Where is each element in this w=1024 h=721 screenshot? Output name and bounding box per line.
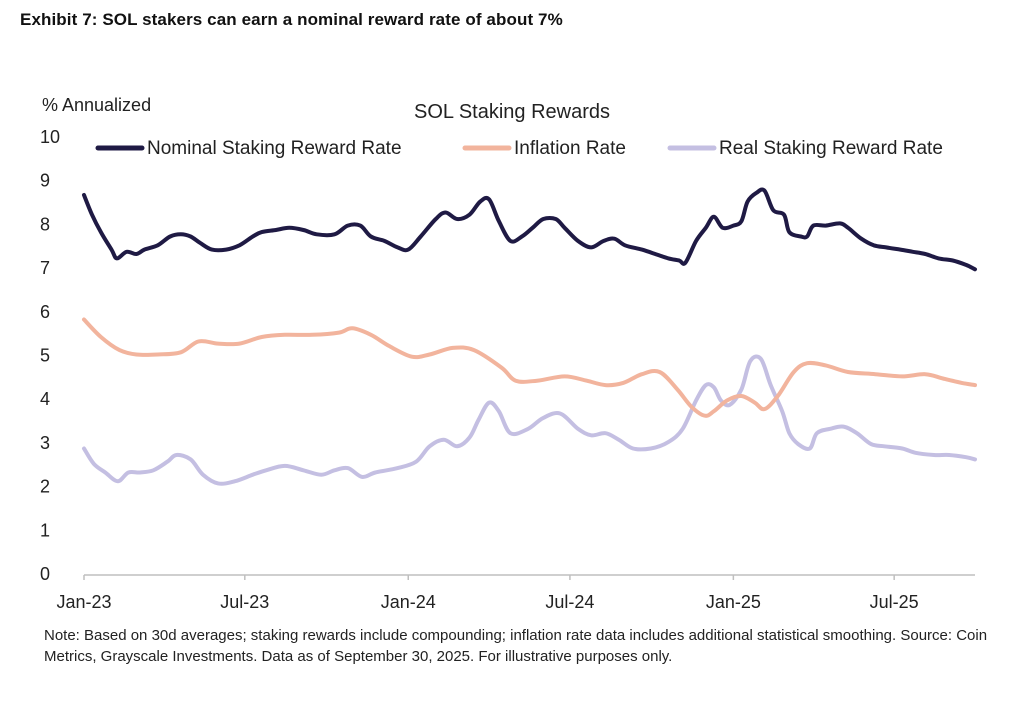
y-axis-label: % Annualized [42,95,151,115]
y-tick-label: 6 [40,302,50,322]
y-axis-ticks: 0 1 2 3 4 5 6 7 8 9 10 [40,127,60,584]
legend-label: Nominal Staking Reward Rate [147,138,402,159]
x-tick-label: Jul-23 [220,592,269,612]
exhibit-title: Exhibit 7: SOL stakers can earn a nomina… [20,10,563,29]
y-tick-label: 4 [40,389,50,409]
series-line-inflation [82,317,977,418]
y-tick-label: 9 [40,171,50,191]
x-tick-label: Jan-25 [706,592,761,612]
legend: Nominal Staking Reward Rate Inflation Rat… [95,138,943,159]
y-tick-label: 1 [40,520,50,540]
x-tick-label: Jan-24 [381,592,436,612]
series-line-nominal [82,187,977,272]
legend-label: Real Staking Reward Rate [719,138,943,159]
x-tick-label: Jan-23 [56,592,111,612]
chart-note: Note: Based on 30d averages; staking rew… [44,627,988,665]
y-tick-label: 5 [40,346,50,366]
y-tick-label: 8 [40,214,50,234]
chart: SOL Staking Rewards % Annualized Nominal… [40,95,977,612]
x-tick-label: Jul-24 [545,592,594,612]
series-lines [82,187,977,486]
y-tick-label: 2 [40,477,50,497]
y-tick-label: 7 [40,258,50,278]
y-tick-label: 10 [40,127,60,147]
legend-label: Inflation Rate [514,138,626,159]
x-axis: Jan-23 Jul-23 Jan-24 Jul-24 Jan-25 Jul-25 [56,574,975,612]
y-tick-label: 0 [40,564,50,584]
y-tick-label: 3 [40,433,50,453]
x-tick-label: Jul-25 [870,592,919,612]
chart-title: SOL Staking Rewards [414,101,610,123]
series-line-real [82,354,977,486]
